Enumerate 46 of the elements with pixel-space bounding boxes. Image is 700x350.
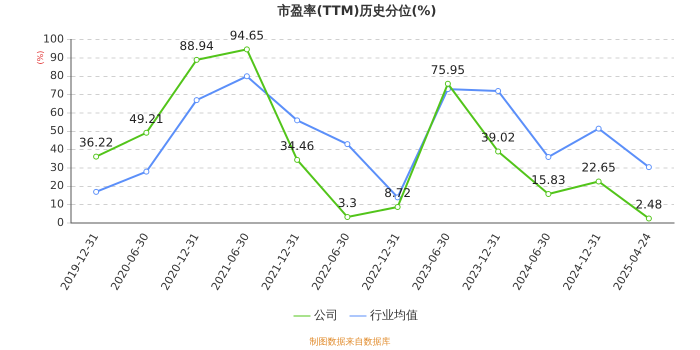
chart-title: 市盈率(TTM)历史分位(%) [276,3,436,20]
point [444,80,451,87]
legend-label: 公司 [314,308,338,322]
point [93,154,100,160]
data-label: 36.22 [78,136,114,150]
point [344,141,350,148]
y-tick-label: 0 [56,216,64,229]
y-tick-label: 10 [50,198,64,211]
y-tick-label: 80 [50,69,64,82]
y-tick-label: 50 [50,124,64,138]
point [596,178,602,184]
point [545,191,552,197]
point [394,204,401,210]
point [244,46,250,52]
y-axis-title: (%) [36,50,46,65]
point [93,188,100,195]
point [194,56,200,63]
data-label: 94.65 [230,28,264,43]
point [545,154,552,160]
point [143,168,150,175]
y-tick-label: 60 [50,106,64,119]
point [244,73,250,80]
y-tick-label: 90 [50,50,64,64]
point [596,126,602,132]
data-label: 88.94 [179,39,214,54]
y-tick-label: 20 [50,179,64,192]
y-tick-label: 30 [50,160,64,174]
point [495,148,502,154]
point [646,164,652,170]
y-tick-label: 70 [50,87,64,100]
y-tick-label: 100 [42,32,64,46]
data-label: 75.95 [430,62,466,77]
legend-label: 行业均值 [370,308,418,322]
text: 制图数据来自数据库 [310,336,390,348]
point [294,156,300,163]
y-tick-label: 40 [50,142,64,156]
point [495,88,502,94]
point [143,130,150,136]
point [194,97,200,104]
point [344,214,350,220]
point [294,117,300,124]
data-label: 2.48 [636,198,662,212]
data-label: 15.83 [531,173,566,188]
data-label: 3.3 [338,196,357,210]
data-label: 22.65 [581,160,616,175]
point [646,215,652,222]
